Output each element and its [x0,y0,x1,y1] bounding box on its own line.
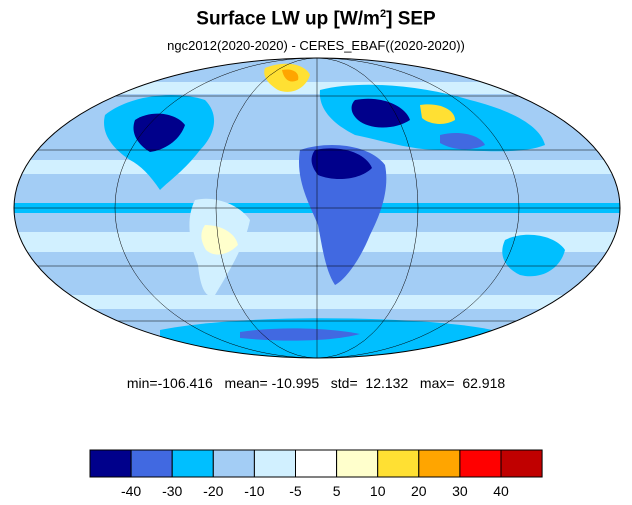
std-label: std= [330,375,358,391]
std-value: 12.132 [365,375,409,391]
south-america-warm [201,225,238,255]
colorbar-box-2 [171,449,214,478]
colorbar-box-7 [377,449,420,478]
mean-label: mean= [224,375,268,391]
globe-outline [13,57,621,359]
europe-core [351,98,410,128]
title-main: Surface LW up [W/m [196,8,380,30]
plot-title: Surface LW up [W/m2] SEP [0,8,632,30]
colorbar-box-4 [253,449,296,478]
colorbar-label-6: 10 [370,483,386,499]
max-label: max= [419,375,455,391]
colorbar-box-8 [418,449,461,478]
antarctica-core [240,328,360,341]
colorbar-box-10 [500,449,543,478]
colorbar-label-8: 30 [452,483,468,499]
colorbar-box-1 [130,449,173,478]
colorbar-label-9: 40 [493,483,509,499]
plot-subtitle: ngc2012(2020-2020) - CERES_EBAF((2020-20… [167,38,465,53]
min-value: -106.416 [157,375,213,391]
north-america-core [133,113,185,152]
min-label: min= [126,375,158,391]
colorbar-label-3: -10 [244,483,264,499]
colorbar-label-7: 20 [411,483,427,499]
colorbar-box-0 [89,449,132,478]
mean-value: -10.995 [271,375,320,391]
statistics-line: min=-106.416 mean= -10.995 std= 12.132 m… [0,375,632,391]
tibet-region [440,133,485,150]
colorbar-label-5: 5 [333,483,341,499]
colorbar-label-0: -40 [121,483,141,499]
sahara-core [311,148,372,180]
colorbar-box-9 [459,449,502,478]
colorbar-label-1: -30 [162,483,182,499]
colorbar-box-3 [212,449,255,478]
colorbar-label-2: -20 [203,483,223,499]
asia-warm-spot [420,104,455,124]
colorbar-box-6 [336,449,379,478]
colorbar-label-4: -5 [289,483,302,499]
max-value: 62.918 [462,375,506,391]
title-superscript: 2 [379,8,387,20]
title-month: ] SEP [386,8,436,30]
colorbar-box-5 [295,449,338,478]
greenland-core [282,69,299,82]
africa-region [299,145,387,285]
